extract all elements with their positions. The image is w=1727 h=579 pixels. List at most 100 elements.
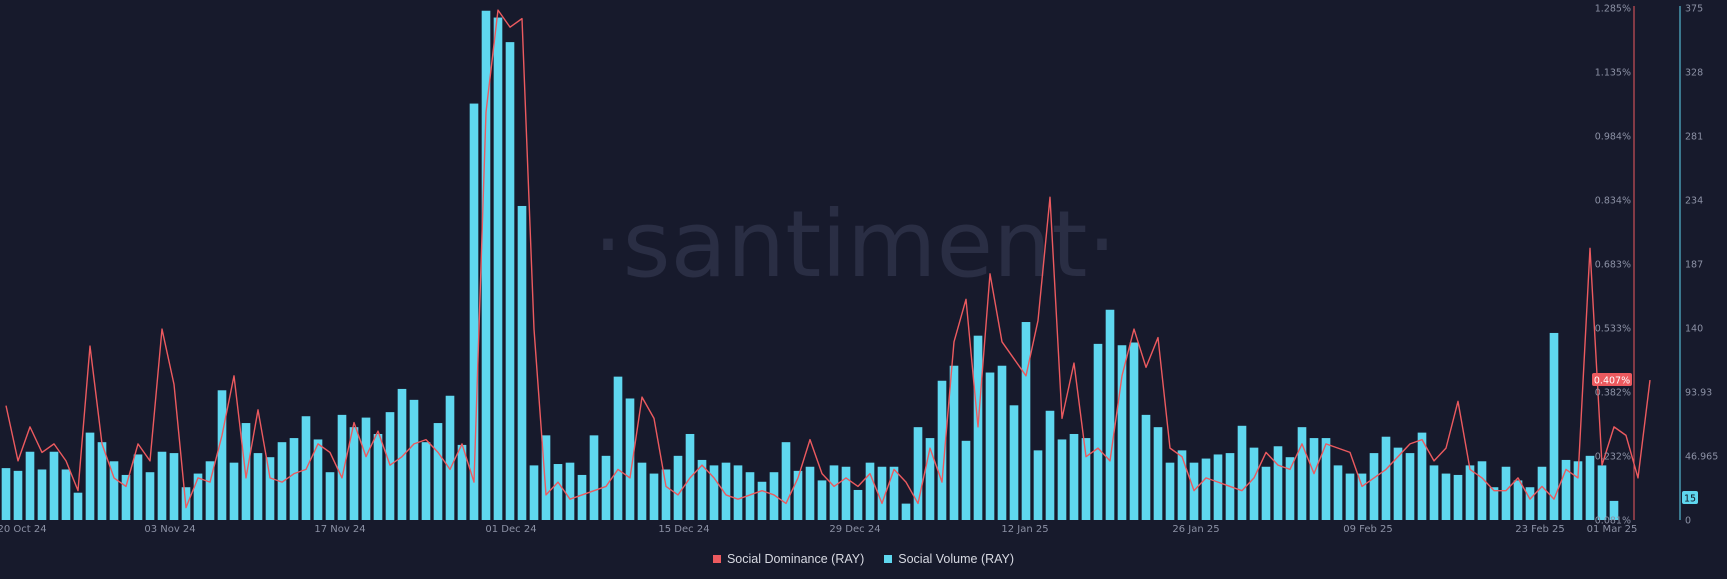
volume-bar	[157, 451, 167, 520]
volume-bar	[577, 474, 587, 520]
volume-bar	[973, 335, 983, 520]
volume-bar	[1033, 450, 1043, 520]
legend-swatch-dominance	[712, 555, 721, 563]
dominance-tick-label: 0.984%	[1595, 132, 1631, 143]
volume-tick-label: 93.93	[1685, 388, 1712, 399]
volume-bar	[937, 380, 947, 520]
volume-bar	[277, 442, 287, 520]
volume-bar	[1597, 465, 1607, 520]
x-axis-ticks: 20 Oct 24 03 Nov 24 17 Nov 24 01 Dec 24 15 D…	[0, 524, 1637, 535]
volume-bar	[733, 465, 743, 520]
legend-label-volume: Social Volume (RAY)	[898, 552, 1015, 566]
dominance-tick-label: 0.533%	[1595, 324, 1631, 335]
volume-bar	[373, 433, 383, 520]
volume-bar	[493, 17, 503, 521]
x-tick-label: 17 Nov 24	[314, 524, 365, 535]
volume-bar	[553, 464, 563, 520]
volume-bar	[1513, 480, 1523, 520]
volume-bar	[757, 481, 767, 520]
volume-badge-label: 15	[1684, 494, 1696, 505]
volume-bar	[337, 414, 347, 520]
volume-bar	[361, 417, 371, 520]
volume-bar	[673, 455, 683, 520]
volume-bar	[109, 461, 119, 520]
volume-bar	[1573, 461, 1583, 520]
volume-bar	[1321, 438, 1331, 520]
legend-item-volume[interactable]: Social Volume (RAY)	[884, 552, 1014, 566]
volume-bar	[1489, 487, 1499, 520]
volume-bar	[1429, 465, 1439, 520]
legend-item-dominance[interactable]: Social Dominance (RAY)	[712, 552, 865, 566]
volume-tick-label: 187	[1685, 260, 1703, 271]
volume-bar	[193, 473, 203, 520]
volume-bar	[865, 462, 875, 520]
volume-bar	[349, 427, 359, 520]
volume-bar	[769, 472, 779, 520]
volume-bar	[49, 451, 59, 520]
volume-bar	[1045, 410, 1055, 520]
current-value-badges: 0.407% 15	[1592, 373, 1698, 505]
volume-bar	[961, 440, 971, 520]
volume-bar	[421, 442, 431, 520]
volume-bar	[289, 438, 299, 520]
volume-bar	[61, 469, 71, 520]
legend-label-dominance: Social Dominance (RAY)	[726, 552, 865, 566]
dominance-tick-label: 0.232%	[1595, 452, 1631, 463]
volume-bar	[697, 459, 707, 520]
volume-bar	[1405, 453, 1415, 520]
volume-bar	[709, 465, 719, 520]
volume-bar	[1465, 465, 1475, 520]
volume-bar	[13, 470, 23, 520]
volume-bar	[1177, 450, 1187, 520]
x-tick-label: 23 Feb 25	[1515, 524, 1565, 535]
volume-bar	[37, 469, 47, 520]
volume-bar	[481, 10, 491, 520]
volume-bar	[397, 388, 407, 520]
volume-bar	[817, 480, 827, 520]
volume-tick-label: 46.965	[1685, 452, 1718, 463]
volume-bar	[121, 474, 131, 520]
volume-bar	[265, 457, 275, 520]
dominance-badge-label: 0.407%	[1594, 376, 1630, 387]
x-tick-label: 09 Feb 25	[1343, 524, 1393, 535]
volume-badge	[1682, 491, 1698, 504]
volume-bar	[877, 466, 887, 520]
volume-bar	[1309, 438, 1319, 520]
volume-bar	[133, 454, 143, 520]
volume-bar	[1453, 474, 1463, 520]
legend-swatch-volume	[884, 555, 893, 563]
volume-bar	[589, 435, 599, 520]
x-tick-label: 29 Dec 24	[829, 524, 880, 535]
volume-bar	[649, 473, 659, 520]
volume-tick-label: 281	[1685, 132, 1703, 143]
volume-bar	[1417, 432, 1427, 520]
volume-tick-label: 375	[1685, 4, 1703, 15]
x-tick-label: 15 Dec 24	[658, 524, 709, 535]
volume-bar	[457, 444, 467, 520]
volume-bar	[1141, 414, 1151, 520]
axes	[1633, 6, 1681, 520]
dominance-tick-label: 0.081%	[1595, 516, 1631, 527]
legend: Social Dominance (RAY) Social Volume (RA…	[0, 552, 1727, 566]
volume-bar	[889, 466, 899, 520]
volume-bar	[1261, 466, 1271, 520]
dominance-tick-label: 0.382%	[1595, 388, 1631, 399]
volume-bar	[1525, 487, 1535, 520]
volume-bar	[1069, 433, 1079, 520]
volume-bar	[1273, 446, 1283, 520]
dominance-axis-ticks: 1.285% 1.135% 0.984% 0.834% 0.683% 0.533% 0.38…	[1595, 4, 1631, 527]
volume-bar	[1585, 455, 1595, 520]
volume-bar	[925, 438, 935, 520]
volume-bars	[1, 10, 1619, 521]
volume-bar	[73, 492, 83, 520]
volume-bar	[1201, 458, 1211, 520]
volume-bar	[1249, 447, 1259, 520]
volume-bar	[853, 489, 863, 520]
volume-bar	[217, 390, 227, 520]
dominance-tick-label: 0.683%	[1595, 260, 1631, 271]
volume-bar	[1441, 473, 1451, 520]
volume-bar	[637, 462, 647, 520]
volume-bar	[1213, 454, 1223, 520]
dominance-line	[5, 9, 1651, 509]
x-tick-label: 01 Mar 25	[1587, 524, 1638, 535]
